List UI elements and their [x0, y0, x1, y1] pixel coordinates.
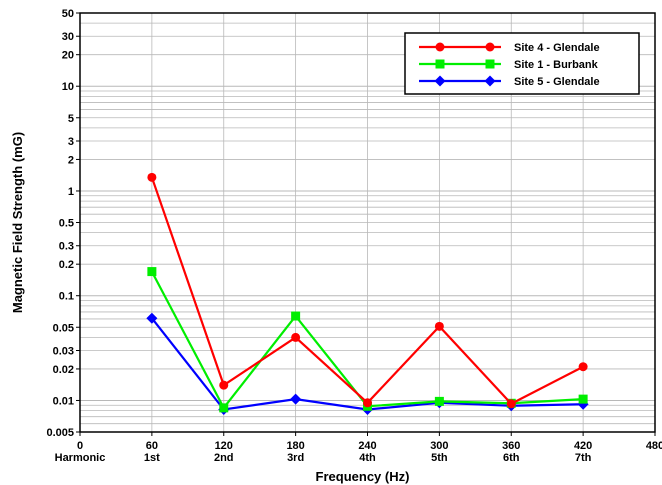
harmonic-label: 6th: [503, 452, 520, 464]
legend-item: Site 5 - Glendale: [419, 75, 600, 88]
y-tick-label: 2: [68, 154, 74, 166]
data-point: [290, 393, 302, 405]
x-tick-label: 60: [146, 440, 158, 452]
legend-marker: [435, 59, 445, 69]
legend-marker: [485, 59, 495, 69]
y-tick-label: 1: [68, 186, 74, 198]
y-tick-label: 3: [68, 136, 74, 148]
x-tick-label: 300: [430, 440, 448, 452]
legend-label: Site 1 - Burbank: [514, 59, 599, 71]
gridlines: [80, 12, 655, 433]
legend-label: Site 4 - Glendale: [514, 42, 600, 54]
data-point: [146, 312, 158, 324]
x-tick-label: 240: [358, 440, 376, 452]
legend-label: Site 5 - Glendale: [514, 76, 600, 88]
legend-item: Site 1 - Burbank: [419, 59, 599, 71]
harmonic-label: 4th: [359, 452, 376, 464]
y-tick-label: 0.3: [59, 241, 74, 253]
data-point: [147, 172, 157, 182]
data-point: [363, 398, 372, 408]
y-tick-label: 0.005: [46, 427, 74, 439]
harmonic-label: 1st: [144, 452, 160, 464]
legend-marker: [484, 75, 496, 87]
x-tick-label: 120: [215, 440, 233, 452]
data-point: [219, 403, 229, 413]
data-point: [434, 396, 444, 406]
series-lines: [146, 172, 589, 415]
y-tick-label: 10: [62, 81, 74, 93]
y-tick-label: 5: [68, 113, 74, 125]
y-tick-label: 0.03: [53, 345, 74, 357]
series-site-4-glendale: [147, 172, 588, 409]
legend: Site 4 - Glendale Site 1 - Burbank Site 5 …: [404, 32, 640, 95]
data-point: [578, 362, 588, 372]
y-tick-label: 0.01: [53, 395, 74, 407]
y-tick-label: 0.5: [59, 218, 74, 230]
data-point: [506, 399, 516, 409]
y-tick-label: 20: [62, 50, 74, 62]
y-tick-label: 50: [62, 8, 74, 20]
x-tick-label: 360: [502, 440, 520, 452]
y-axis-title: Magnetic Field Strength (mG): [10, 132, 25, 313]
x-tick-label: 420: [574, 440, 592, 452]
y-tick-label: 0.02: [53, 364, 74, 376]
legend-marker: [434, 75, 446, 87]
y-tick-label: 0.2: [59, 259, 74, 271]
harmonic-label: 7th: [575, 452, 592, 464]
x-tick-label: 480: [646, 440, 662, 452]
harmonic-label: Harmonic: [55, 452, 106, 464]
data-point: [219, 380, 229, 390]
legend-marker: [485, 42, 495, 52]
legend-marker: [435, 42, 445, 52]
x-tick-label: 180: [286, 440, 304, 452]
data-point: [147, 267, 157, 277]
y-axis-ticks: 50 30 20 10 5 3 2 1 0.5 0.3 0.2 0.1 0.05 0.03 0.02 0.01…: [46, 8, 80, 439]
harmonic-label: 3rd: [287, 452, 304, 464]
data-point: [578, 394, 588, 404]
y-tick-label: 30: [62, 31, 74, 43]
x-tick-label: 0: [77, 440, 83, 452]
data-point: [434, 321, 444, 331]
harmonic-label: 5th: [431, 452, 448, 464]
data-point: [291, 332, 301, 342]
data-point: [291, 311, 301, 321]
legend-item: Site 4 - Glendale: [419, 42, 600, 54]
x-axis-title: Frequency (Hz): [316, 469, 410, 484]
harmonic-label: 2nd: [214, 452, 234, 464]
y-tick-label: 0.1: [59, 291, 74, 303]
y-tick-label: 0.05: [53, 322, 74, 334]
